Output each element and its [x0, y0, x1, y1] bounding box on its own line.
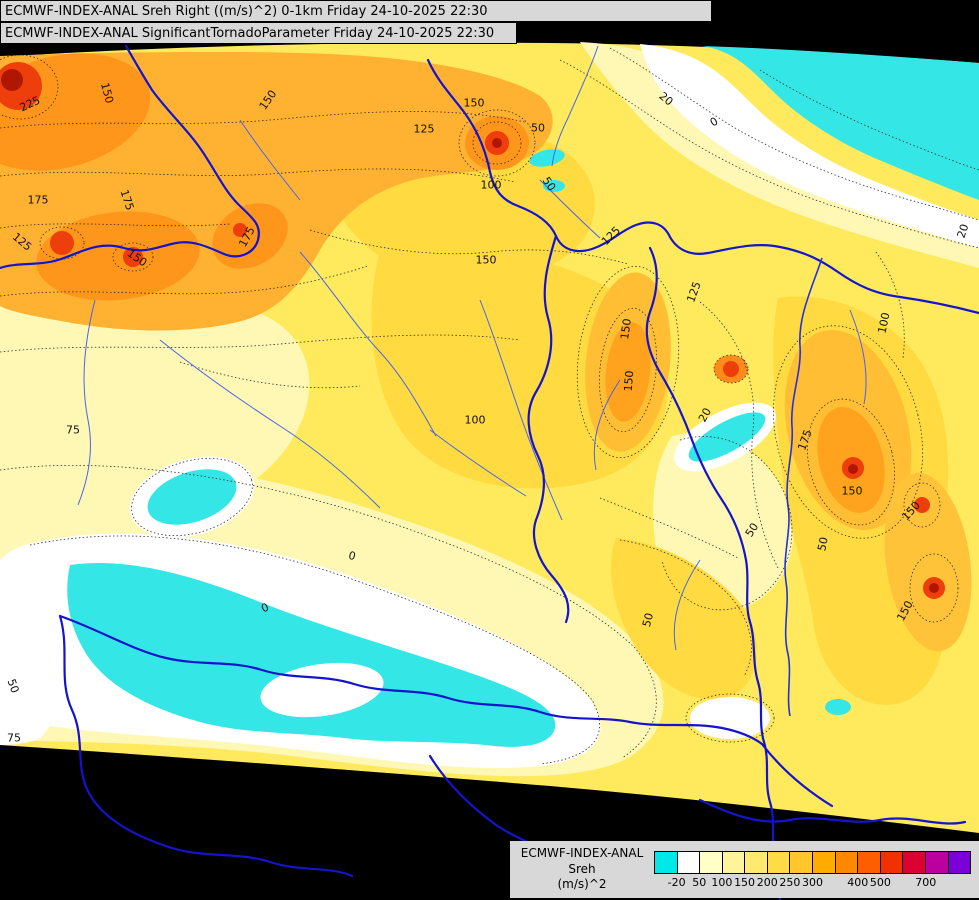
title-bar-secondary: ECMWF-INDEX-ANAL SignificantTornadoParam…: [0, 22, 517, 44]
rivers: [77, 45, 867, 651]
legend-swatch: [722, 851, 746, 873]
legend-model-name: ECMWF-INDEX-ANAL: [520, 846, 644, 861]
legend-swatch-strip: [654, 850, 971, 874]
title-secondary-text: ECMWF-INDEX-ANAL SignificantTornadoParam…: [5, 25, 495, 41]
legend: ECMWF-INDEX-ANAL Sreh (m/s)^2 -20 50 100 15…: [510, 841, 979, 898]
legend-parameter-name: Sreh: [568, 861, 596, 876]
title-bar-primary: ECMWF-INDEX-ANAL Sreh Right ((m/s)^2) 0-…: [0, 0, 712, 22]
legend-tick-label: -20: [667, 875, 686, 889]
legend-tick-row: -20 50 100 150 200 250 300 400 500 700: [654, 874, 971, 889]
legend-swatch: [925, 851, 949, 873]
title-primary-text: ECMWF-INDEX-ANAL Sreh Right ((m/s)^2) 0-…: [5, 3, 488, 19]
legend-swatch: [948, 851, 971, 873]
legend-tick-label: 300: [802, 875, 823, 889]
legend-swatch: [813, 851, 836, 873]
legend-swatch: [767, 851, 791, 873]
legend-swatch: [745, 851, 768, 873]
contour-lines: [0, 47, 979, 765]
legend-swatch: [655, 851, 678, 873]
legend-tick-label: 200: [756, 875, 778, 889]
legend-swatch: [700, 851, 723, 873]
legend-units: (m/s)^2: [557, 877, 607, 892]
legend-tick-label: 500: [869, 875, 891, 889]
legend-title-block: ECMWF-INDEX-ANAL Sreh (m/s)^2: [518, 846, 646, 893]
legend-tick-label: 50: [692, 875, 707, 889]
legend-swatch: [858, 851, 881, 873]
legend-swatch: [880, 851, 904, 873]
legend-swatch: [677, 851, 701, 873]
legend-tick-label: 250: [779, 875, 801, 889]
river-tisza: [784, 257, 823, 717]
legend-swatch: [903, 851, 926, 873]
legend-swatch: [835, 851, 859, 873]
legend-tick-label: 100: [711, 875, 733, 889]
country-borders: [0, 44, 979, 900]
legend-tick-label: 150: [734, 875, 756, 889]
field-fill: [0, 42, 979, 833]
legend-tick-label: 400: [847, 875, 869, 889]
legend-color-scale: -20 50 100 150 200 250 300 400 500 700: [654, 850, 971, 889]
legend-tick-label: 700: [915, 875, 937, 889]
legend-swatch: [790, 851, 814, 873]
